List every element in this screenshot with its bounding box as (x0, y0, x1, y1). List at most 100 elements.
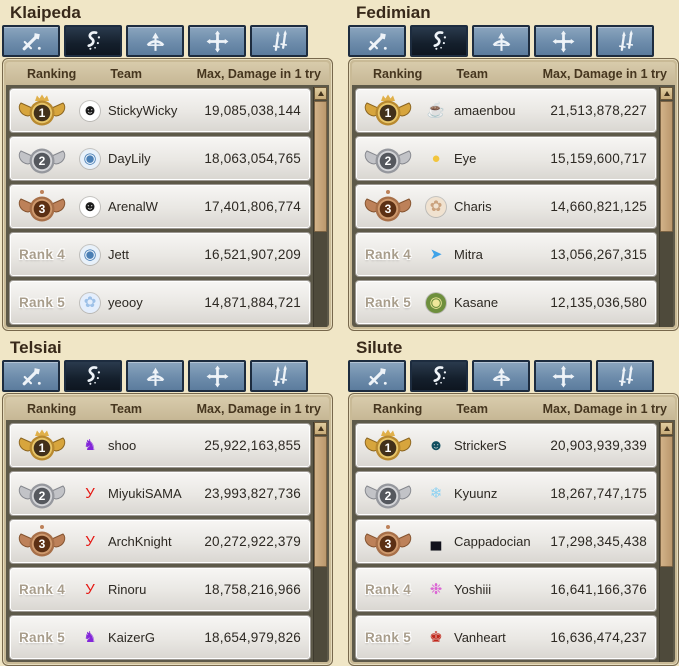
server-title: Telsiai (10, 338, 62, 357)
gold-medal-icon: 1 (15, 427, 69, 465)
cross-icon (205, 29, 230, 54)
ranking-table: Ranking Team Max, Damage in 1 try 1 ♞ shoo… (2, 393, 333, 666)
team-name: Eye (454, 151, 477, 166)
tab-swordsman[interactable] (348, 25, 406, 57)
damage-value: 21,513,878,227 (550, 103, 647, 118)
bow-icon (143, 29, 168, 54)
team-name: MiyukiSAMA (108, 486, 182, 501)
team-name: Kasane (454, 295, 499, 310)
scroll-up-button[interactable] (314, 87, 327, 100)
scroll-up-button[interactable] (660, 422, 673, 435)
team-name: Yoshiii (454, 582, 492, 597)
red-emblem-icon: ♚ (429, 629, 443, 646)
team-name: Charis (454, 199, 492, 214)
tab-wizard[interactable] (410, 25, 468, 57)
tab-cleric[interactable] (534, 360, 592, 392)
tab-swordsman[interactable] (2, 25, 60, 57)
yellow-chick-icon: ● (431, 150, 441, 167)
triangle-up-icon (317, 426, 324, 431)
ranking-row: Rank 5 ◉ Kasane 12,135,036,580 (355, 280, 657, 325)
ranking-row: 3 ✿ Charis 14,660,821,125 (355, 184, 657, 229)
rank-label: Rank 4 (364, 582, 412, 597)
tab-scout[interactable] (250, 360, 308, 392)
column-ranking: Ranking (373, 66, 423, 81)
class-tab-bar (348, 360, 679, 392)
ranking-table: Ranking Team Max, Damage in 1 try 1 ☻ Stri… (348, 393, 679, 666)
team-name: Rinoru (108, 582, 147, 597)
tab-cleric[interactable] (188, 25, 246, 57)
damage-value: 20,903,939,339 (550, 438, 647, 453)
server-panel-silute: Silute Ranking Team Max, Damage in 1 try… (348, 336, 679, 666)
tab-wizard[interactable] (410, 360, 468, 392)
scrollbar[interactable] (313, 87, 327, 327)
triangle-up-icon (317, 91, 324, 96)
silver-medal-icon: 2 (15, 475, 69, 513)
tab-archer[interactable] (126, 360, 184, 392)
damage-value: 17,298,345,438 (550, 534, 647, 549)
tab-archer[interactable] (472, 25, 530, 57)
daggers-icon (613, 29, 638, 54)
tab-wizard[interactable] (64, 360, 122, 392)
tab-cleric[interactable] (534, 25, 592, 57)
team-name: yeooy (108, 295, 143, 310)
tab-archer[interactable] (472, 360, 530, 392)
ranking-row: 3 У ArchKnight 20,272,922,379 (9, 519, 311, 564)
tab-scout[interactable] (596, 360, 654, 392)
bow-icon (489, 364, 514, 389)
tab-swordsman[interactable] (348, 360, 406, 392)
scrollbar-thumb[interactable] (660, 101, 673, 232)
bronze-medal-icon: 3 (361, 523, 415, 561)
tab-scout[interactable] (250, 25, 308, 57)
cross-icon (551, 364, 576, 389)
server-panel-klaipeda: Klaipeda Ranking Team Max, Damage in 1 t… (2, 1, 333, 331)
tab-archer[interactable] (126, 25, 184, 57)
scrollbar[interactable] (659, 422, 673, 662)
team-name: Kyuunz (454, 486, 498, 501)
scrollbar-thumb[interactable] (660, 436, 673, 567)
server-title: Fedimian (356, 3, 431, 22)
ranking-row: Rank 4 ❉ Yoshiii 16,641,166,376 (355, 567, 657, 612)
rank-label: Rank 5 (18, 630, 66, 645)
class-tab-bar (2, 360, 333, 392)
server-panel-telsiai: Telsiai Ranking Team Max, Damage in 1 tr… (2, 336, 333, 666)
silver-medal-icon: 2 (361, 140, 415, 178)
team-name: Cappadocian (454, 534, 531, 549)
team-name: ArenalW (108, 199, 158, 214)
scroll-up-button[interactable] (660, 87, 673, 100)
silver-medal-icon: 2 (15, 140, 69, 178)
damage-value: 14,660,821,125 (550, 199, 647, 214)
team-name: amaenbou (454, 103, 516, 118)
ranking-row: 2 ❄ Kyuunz 18,267,747,175 (355, 471, 657, 516)
table-header: Ranking Team Max, Damage in 1 try (352, 397, 675, 420)
scrollbar[interactable] (313, 422, 327, 662)
damage-value: 14,871,884,721 (204, 295, 301, 310)
bow-icon (143, 364, 168, 389)
triangle-up-icon (663, 91, 670, 96)
bronze-medal-icon: 3 (361, 188, 415, 226)
ranking-table: Ranking Team Max, Damage in 1 try 1 ☕ amae… (348, 58, 679, 331)
bronze-medal-icon: 3 (15, 523, 69, 561)
team-name: DayLily (108, 151, 151, 166)
bronze-medal-icon: 3 (15, 188, 69, 226)
scroll-up-button[interactable] (314, 422, 327, 435)
daggers-icon (267, 364, 292, 389)
rank-label: Rank 4 (18, 247, 66, 262)
scrollbar-thumb[interactable] (314, 436, 327, 567)
bow-icon (489, 29, 514, 54)
sword-icon (19, 364, 44, 389)
table-body: 1 ☕ amaenbou 21,513,878,227 2 ● Eye 15,159,600… (352, 85, 675, 327)
table-body: 1 ♞ shoo 25,922,163,855 2 У MiyukiSAMA 23,993,… (6, 420, 329, 662)
tab-cleric[interactable] (188, 360, 246, 392)
tab-wizard[interactable] (64, 25, 122, 57)
column-ranking: Ranking (373, 401, 423, 416)
blue-round-badge-icon: ◉ (80, 148, 100, 169)
duck-sunglasses-icon: ☻ (80, 100, 100, 121)
scrollbar[interactable] (659, 87, 673, 327)
tab-scout[interactable] (596, 25, 654, 57)
tab-swordsman[interactable] (2, 360, 60, 392)
scrollbar-thumb[interactable] (314, 101, 327, 232)
green-emblem-icon: ◉ (426, 292, 446, 313)
damage-value: 20,272,922,379 (204, 534, 301, 549)
damage-value: 15,159,600,717 (550, 151, 647, 166)
